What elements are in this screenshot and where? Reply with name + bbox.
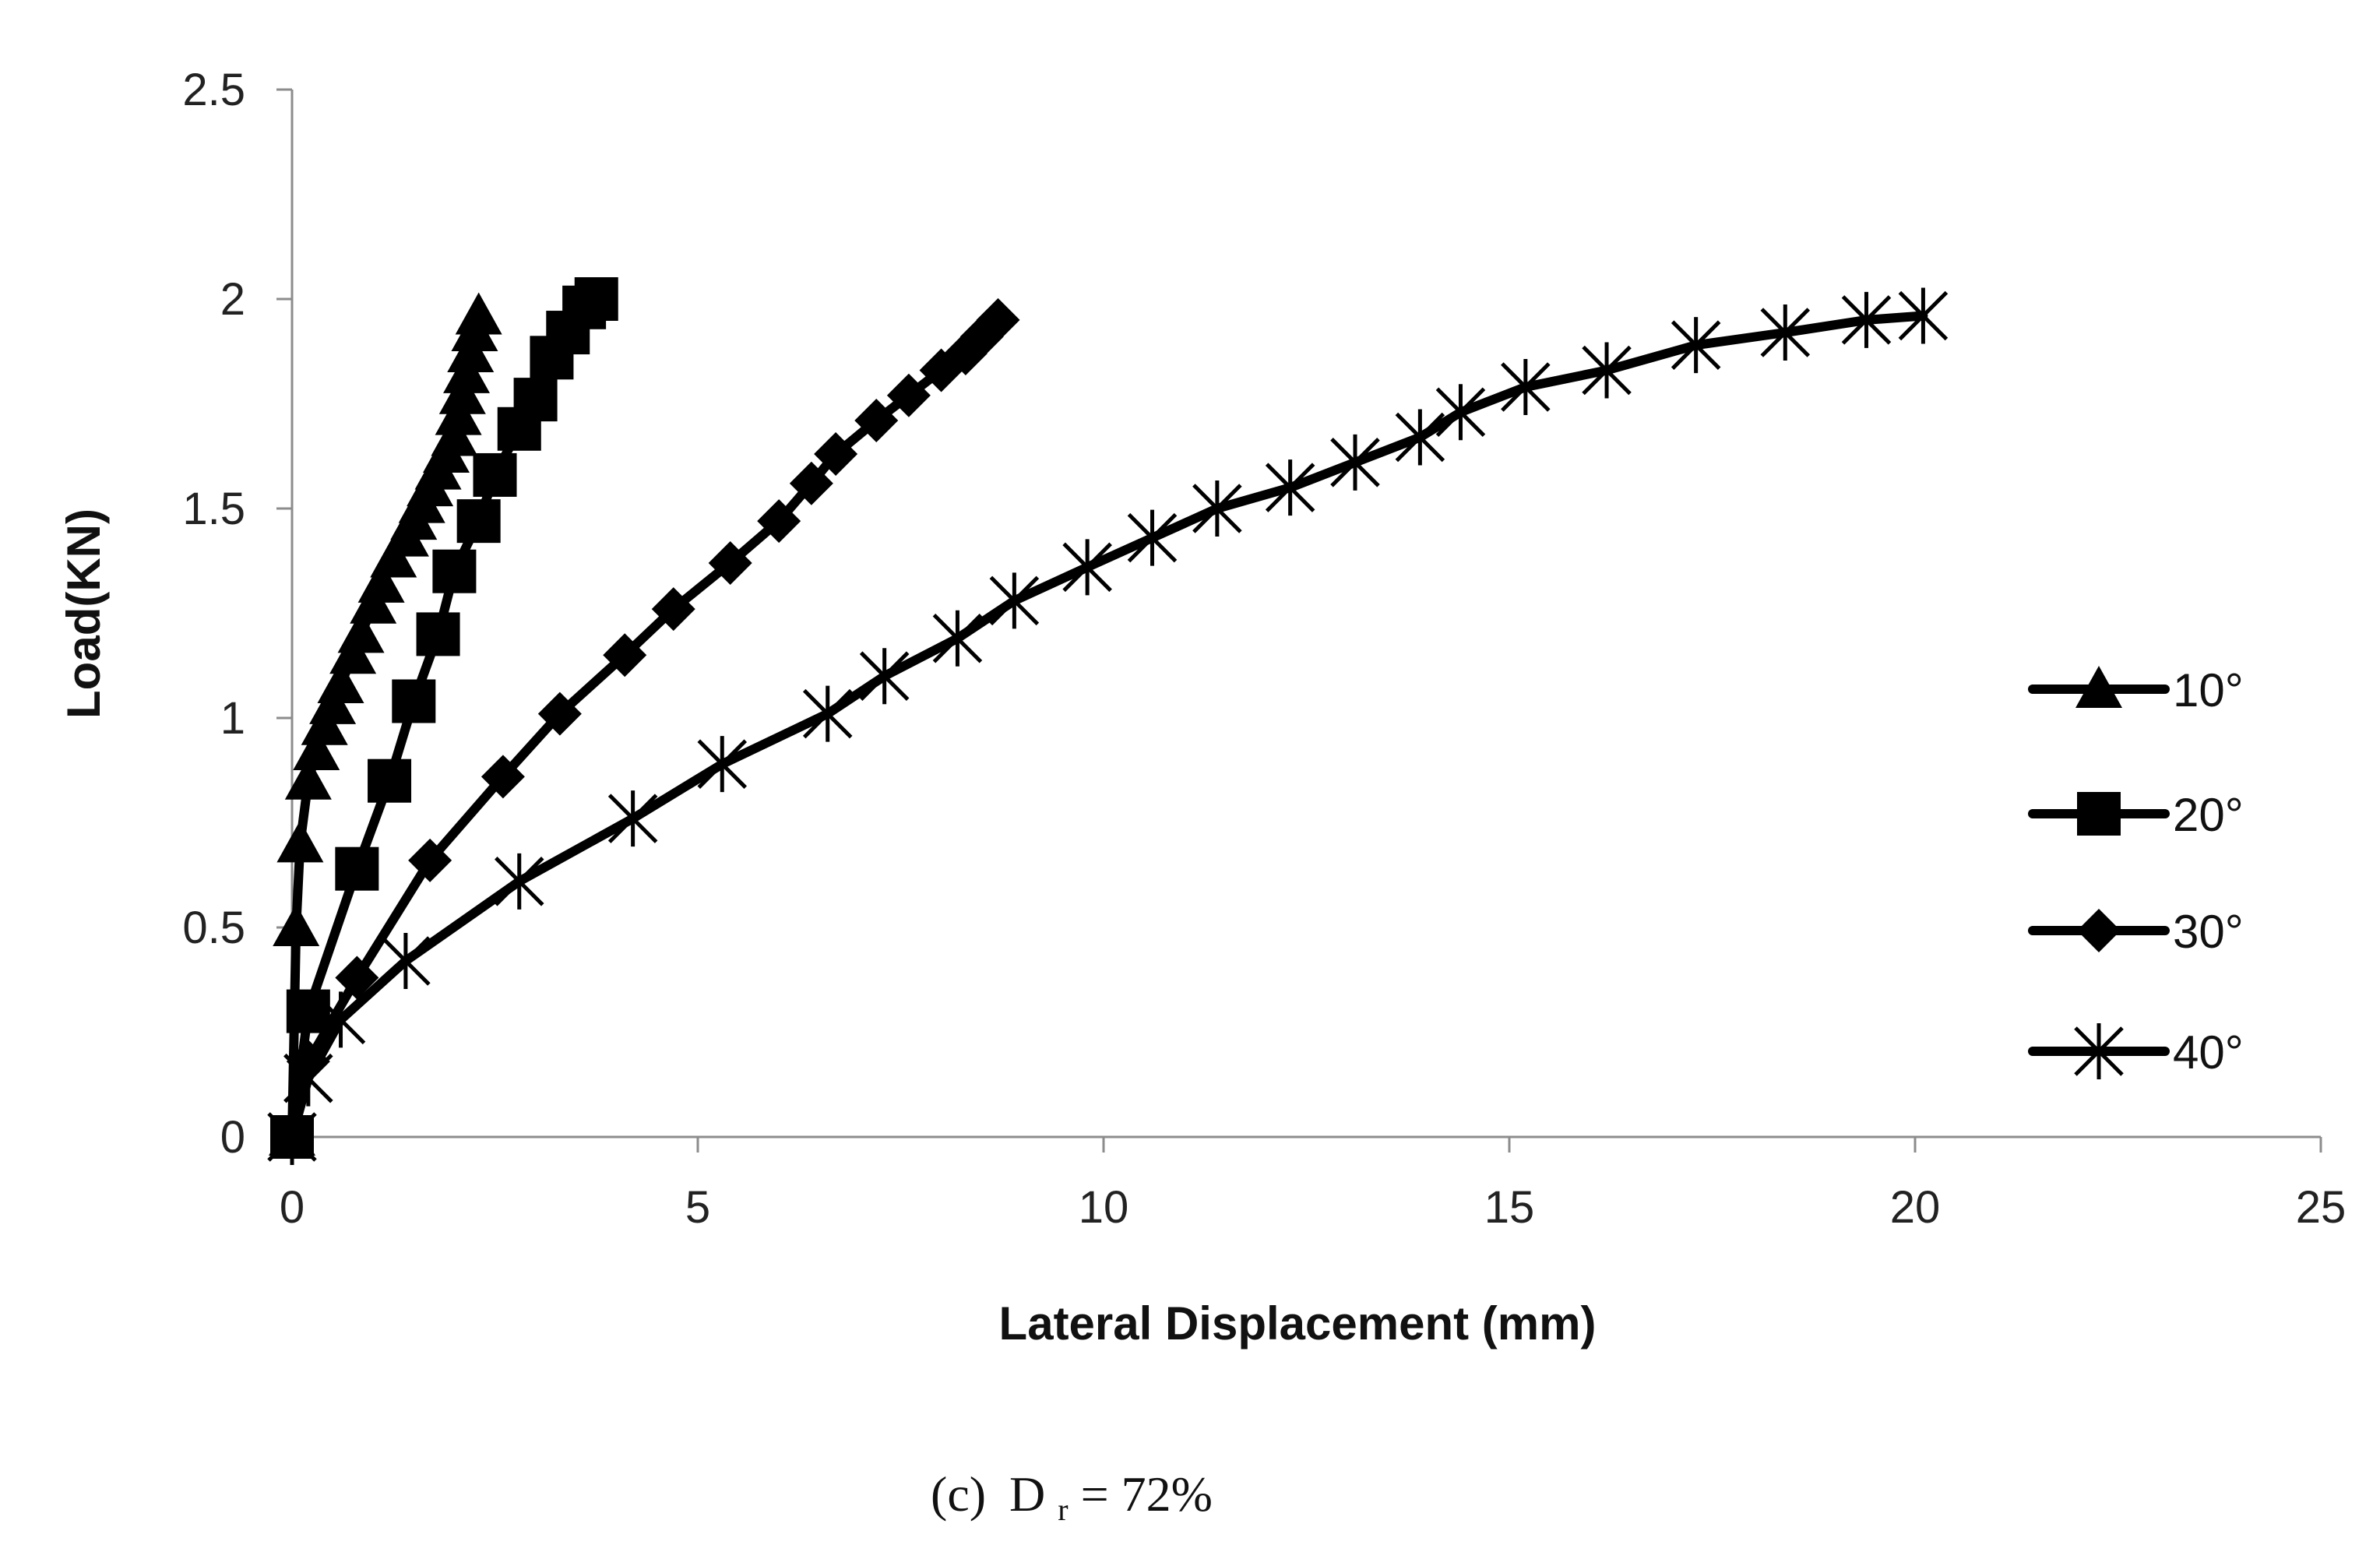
series-star [267,287,1949,1165]
series-line [287,315,1003,1142]
star-data-point [1192,480,1242,537]
star-data-point [381,933,431,990]
star-data-point [697,736,748,793]
y-tick-label: 2.5 [182,65,245,115]
square-data-point [574,277,618,321]
x-tick-label: 0 [280,1182,305,1233]
star-data-point [802,685,853,742]
chart-series [267,277,1949,1165]
x-tick-label: 10 [1079,1182,1129,1233]
y-tick-label: 1.5 [182,484,245,534]
diamond-data-point [789,461,833,505]
caption-subscript: r [1058,1492,1068,1527]
legend-marker [2074,1023,2124,1079]
star-data-point [1062,539,1112,596]
diamond-data-point [708,540,752,585]
star-data-point [1501,358,1551,415]
star-data-point [267,1109,317,1165]
star-data-point [1760,304,1811,361]
square-data-point [473,452,517,497]
legend-label: 10° [2173,664,2244,716]
star-data-point [1127,509,1178,566]
star-data-point [1841,291,1892,348]
star-data-point [283,1050,333,1107]
star-data-point [607,790,658,847]
y-axis-ticks: 0 0.5 1 1.5 2 2.5 [182,65,292,1163]
series-triangle [269,292,502,1156]
square-data-point [513,378,558,422]
series-diamond [270,297,1020,1159]
diamond-data-point [651,587,695,632]
legend-item: 30° [2028,906,2244,958]
legend-item: 40° [2028,1023,2244,1079]
diamond-data-point [408,838,452,882]
legend-label: 40° [2173,1026,2244,1079]
legend-item: 10° [2028,664,2244,716]
diamond-data-point [603,633,647,677]
star-data-point [1330,434,1380,491]
star-data-point [1265,459,1315,516]
chart-axes [290,90,2321,1139]
diamond-data-point [335,956,379,1000]
star-data-point [1671,317,1721,374]
triangle-data-point [455,292,502,335]
square-data-point [392,679,436,723]
caption-text-main: D [1009,1466,1045,1522]
square-data-point [286,989,330,1033]
legend-label: 20° [2173,789,2244,841]
star-data-point [932,610,983,667]
star-data-point [494,853,544,910]
square-data-point [432,549,477,593]
diamond-data-point [481,755,525,799]
x-tick-label: 20 [1890,1182,1941,1233]
triangle-data-point [337,611,385,653]
figure-caption: (c) D r = 72% [931,1466,1213,1531]
y-tick-label: 1 [220,693,245,744]
triangle-data-point [317,660,364,703]
legend-marker [2077,792,2121,836]
square-data-point [335,846,379,891]
legend: 10° 20° 30° 40° [2028,664,2244,1079]
star-data-point [989,572,1040,629]
x-tick-label: 5 [685,1182,710,1233]
triangle-data-point [357,560,405,603]
legend-marker [2075,666,2122,708]
caption-text-rest: = 72% [1081,1466,1213,1522]
diamond-data-point [757,499,801,544]
triangle-data-point [276,820,324,863]
star-data-point [1435,384,1486,441]
diamond-data-point [976,297,1020,342]
star-data-point [1582,342,1632,399]
legend-label: 30° [2173,906,2244,958]
legend-marker [2077,909,2121,952]
series-line [287,311,1928,1142]
diamond-data-point [886,373,931,417]
y-tick-label: 0.5 [182,903,245,953]
x-axis-title: Lateral Displacement (mm) [999,1297,1597,1350]
diamond-data-point [814,432,858,477]
square-data-point [456,499,501,544]
triangle-data-point [284,757,332,800]
star-data-point [1395,409,1445,466]
legend-item: 20° [2028,789,2244,841]
y-tick-label: 2 [220,274,245,325]
star-data-point [1898,287,1949,344]
square-data-point [368,758,412,803]
diamond-data-point [537,692,582,736]
star-data-point [859,648,910,705]
diamond-data-point [854,399,899,443]
square-data-point [416,612,460,656]
triangle-data-point [293,728,340,771]
triangle-data-point [273,904,320,946]
x-tick-label: 15 [1484,1182,1535,1233]
y-tick-label: 0 [220,1112,245,1163]
star-data-point [315,991,366,1048]
x-axis-ticks: 0 5 10 15 20 25 [280,1137,2346,1233]
x-tick-label: 25 [2296,1182,2347,1233]
caption-panel: (c) [931,1466,986,1522]
y-axis-title: Load(KN) [58,509,110,719]
